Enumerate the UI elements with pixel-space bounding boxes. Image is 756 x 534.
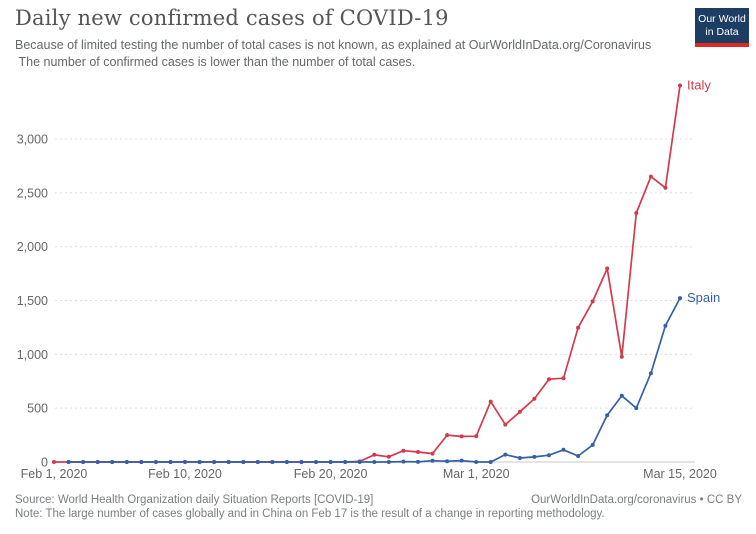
data-point-spain bbox=[343, 460, 348, 464]
data-point-italy bbox=[619, 354, 624, 359]
data-point-spain bbox=[255, 460, 260, 464]
data-point-spain bbox=[168, 460, 173, 464]
data-point-italy bbox=[590, 299, 595, 304]
data-point-spain bbox=[357, 460, 362, 464]
series-label-italy: Italy bbox=[687, 78, 711, 93]
data-point-spain bbox=[430, 458, 435, 463]
data-point-spain bbox=[241, 460, 246, 464]
data-point-spain bbox=[561, 447, 566, 452]
data-point-spain bbox=[183, 459, 187, 464]
credit-text: OurWorldInData.org/coronavirus • CC BY bbox=[531, 494, 742, 506]
data-point-spain bbox=[445, 459, 450, 464]
data-point-spain bbox=[547, 453, 551, 458]
data-point-italy bbox=[430, 451, 435, 456]
data-point-italy bbox=[576, 325, 581, 330]
owid-logo: Our World in Data bbox=[695, 8, 749, 47]
data-point-spain bbox=[663, 323, 668, 328]
data-point-italy bbox=[459, 434, 464, 439]
y-tick-label: 2,500 bbox=[17, 186, 48, 200]
x-tick-label: Feb 1, 2020 bbox=[21, 467, 88, 481]
data-point-spain bbox=[95, 460, 100, 464]
data-point-spain bbox=[212, 460, 217, 464]
data-point-italy bbox=[517, 409, 522, 414]
data-point-italy bbox=[648, 174, 653, 179]
data-point-spain bbox=[576, 454, 581, 458]
data-point-spain bbox=[372, 460, 377, 464]
chart-subtitle: Because of limited testing the number of… bbox=[15, 38, 652, 69]
data-point-spain bbox=[153, 460, 158, 464]
data-point-italy bbox=[605, 266, 610, 271]
x-tick-label: Mar 15, 2020 bbox=[643, 467, 717, 481]
y-tick-label: 1,000 bbox=[17, 348, 48, 362]
data-point-spain bbox=[197, 460, 202, 464]
series-line-spain bbox=[67, 297, 681, 463]
data-point-spain bbox=[648, 371, 653, 376]
data-point-spain bbox=[386, 460, 391, 464]
data-point-italy bbox=[532, 396, 537, 401]
data-point-italy bbox=[52, 460, 56, 464]
data-point-italy bbox=[678, 83, 682, 88]
source-text: Source: World Health Organization daily … bbox=[15, 494, 374, 506]
data-point-spain bbox=[81, 460, 86, 464]
series-line-italy bbox=[53, 84, 681, 463]
data-point-italy bbox=[547, 377, 551, 382]
series-label-spain: Spain bbox=[687, 290, 720, 305]
data-point-italy bbox=[474, 434, 479, 439]
logo-text-line1: Our World bbox=[698, 13, 746, 25]
data-point-spain bbox=[299, 460, 304, 464]
data-point-italy bbox=[634, 211, 639, 215]
data-point-spain bbox=[284, 460, 289, 464]
data-point-spain bbox=[314, 460, 318, 464]
note-text: Note: The large number of cases globally… bbox=[15, 508, 605, 520]
data-point-spain bbox=[110, 460, 115, 464]
y-tick-label: 2,000 bbox=[17, 240, 48, 254]
data-point-spain bbox=[590, 442, 595, 447]
data-point-spain bbox=[139, 460, 144, 464]
data-point-spain bbox=[634, 406, 639, 411]
data-point-spain bbox=[678, 296, 682, 301]
data-point-italy bbox=[663, 185, 668, 190]
data-point-spain bbox=[401, 459, 406, 464]
y-tick-label: 1,500 bbox=[17, 294, 48, 308]
data-point-spain bbox=[66, 460, 71, 464]
data-point-italy bbox=[386, 454, 391, 459]
y-tick-label: 0 bbox=[41, 456, 48, 470]
data-point-spain bbox=[270, 460, 275, 464]
data-point-italy bbox=[488, 399, 493, 404]
x-tick-label: Mar 1, 2020 bbox=[443, 467, 510, 481]
data-point-italy bbox=[561, 376, 566, 381]
data-point-spain bbox=[488, 460, 493, 464]
data-point-spain bbox=[226, 460, 231, 464]
data-point-spain bbox=[532, 454, 537, 459]
data-point-spain bbox=[328, 460, 333, 464]
data-point-spain bbox=[605, 413, 610, 418]
logo-text-line2: in Data bbox=[705, 26, 739, 38]
data-point-italy bbox=[372, 452, 377, 457]
chart-title: Daily new confirmed cases of COVID-19 bbox=[15, 6, 449, 30]
y-tick-label: 3,000 bbox=[17, 133, 48, 147]
chart-header: Daily new confirmed cases of COVID-19 Be… bbox=[15, 6, 685, 70]
data-point-italy bbox=[416, 450, 420, 454]
y-tick-label: 500 bbox=[27, 402, 48, 416]
data-point-spain bbox=[474, 460, 479, 464]
data-point-italy bbox=[445, 433, 450, 438]
chart-footer: Source: World Health Organization daily … bbox=[15, 493, 742, 521]
x-tick-label: Feb 10, 2020 bbox=[148, 467, 222, 481]
data-point-spain bbox=[459, 458, 464, 463]
data-point-spain bbox=[619, 393, 624, 398]
data-point-italy bbox=[503, 422, 508, 427]
data-point-spain bbox=[416, 459, 420, 464]
data-point-italy bbox=[401, 448, 406, 453]
data-point-spain bbox=[503, 452, 508, 457]
x-tick-label: Feb 20, 2020 bbox=[294, 467, 368, 481]
data-point-spain bbox=[124, 460, 129, 464]
data-point-spain bbox=[517, 456, 522, 460]
